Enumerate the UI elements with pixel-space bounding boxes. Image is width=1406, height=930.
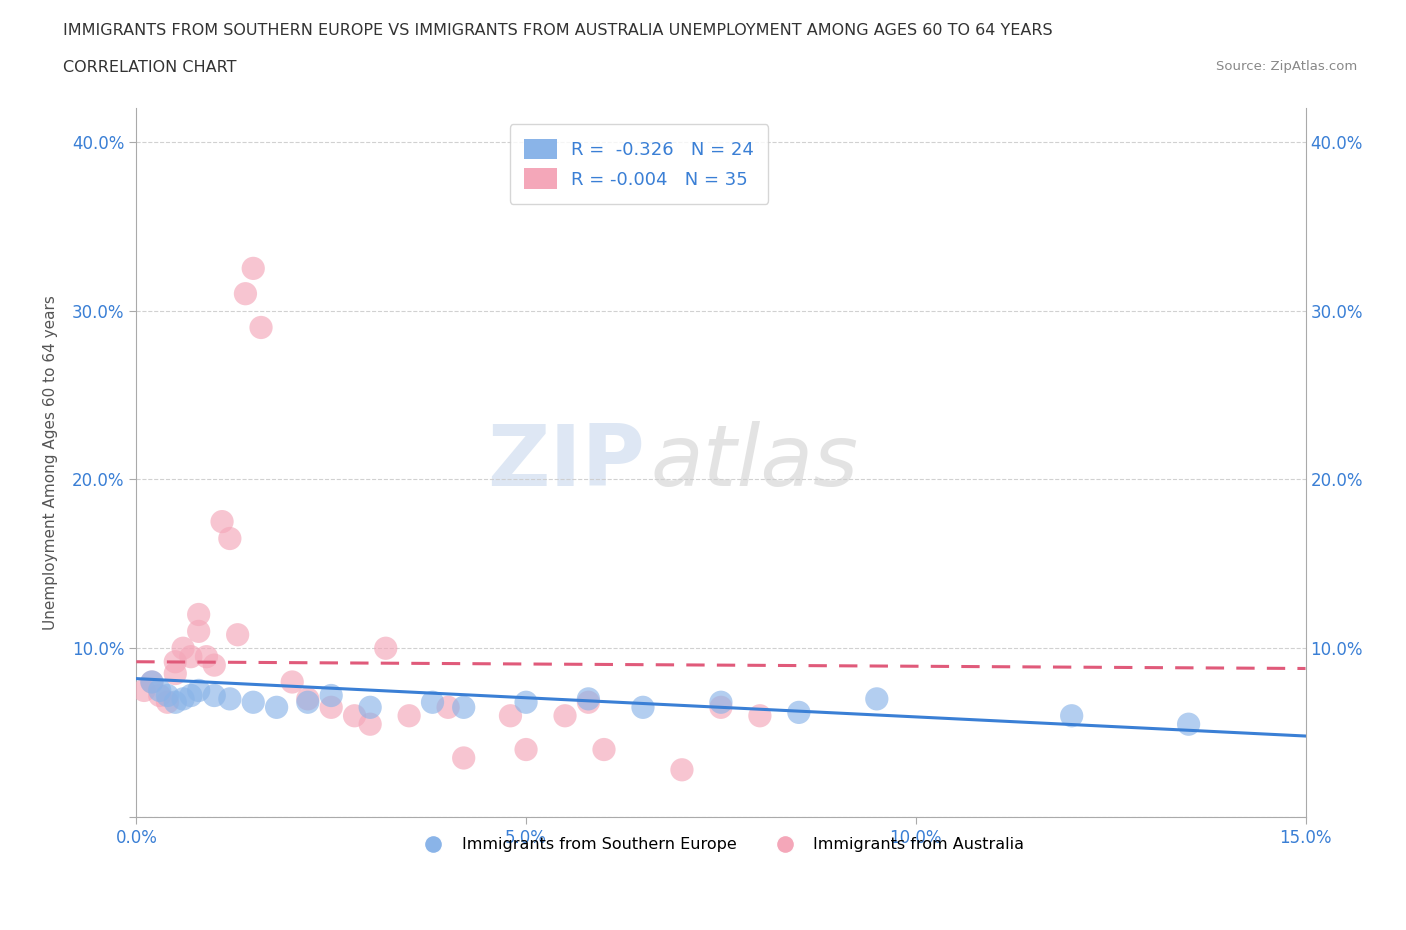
Point: [710, 695, 733, 710]
Point: [554, 709, 576, 724]
Y-axis label: Unemployment Among Ages 60 to 64 years: Unemployment Among Ages 60 to 64 years: [44, 295, 58, 630]
Point: [156, 695, 179, 710]
Point: [321, 700, 343, 715]
Point: [631, 700, 654, 715]
Point: [218, 531, 240, 546]
Point: [141, 674, 163, 689]
Point: [195, 649, 218, 664]
Point: [218, 691, 240, 706]
Point: [422, 695, 444, 710]
Point: [187, 624, 209, 639]
Point: [165, 655, 187, 670]
Point: [187, 683, 209, 698]
Point: [374, 641, 396, 656]
Text: Source: ZipAtlas.com: Source: ZipAtlas.com: [1216, 60, 1357, 73]
Point: [242, 261, 264, 276]
Point: [576, 691, 599, 706]
Text: ZIP: ZIP: [486, 421, 645, 504]
Point: [297, 691, 319, 706]
Point: [211, 514, 233, 529]
Point: [172, 691, 194, 706]
Point: [453, 700, 475, 715]
Point: [671, 763, 693, 777]
Point: [343, 709, 366, 724]
Point: [132, 683, 155, 698]
Point: [149, 688, 172, 703]
Point: [281, 674, 304, 689]
Point: [156, 688, 179, 703]
Point: [226, 628, 249, 643]
Point: [266, 700, 288, 715]
Text: CORRELATION CHART: CORRELATION CHART: [63, 60, 236, 75]
Point: [748, 709, 770, 724]
Point: [593, 742, 616, 757]
Point: [180, 688, 202, 703]
Point: [297, 695, 319, 710]
Point: [710, 700, 733, 715]
Point: [141, 674, 163, 689]
Text: IMMIGRANTS FROM SOUTHERN EUROPE VS IMMIGRANTS FROM AUSTRALIA UNEMPLOYMENT AMONG : IMMIGRANTS FROM SOUTHERN EUROPE VS IMMIG…: [63, 23, 1053, 38]
Point: [1060, 709, 1083, 724]
Text: atlas: atlas: [651, 421, 859, 504]
Point: [515, 742, 537, 757]
Point: [1177, 717, 1199, 732]
Point: [202, 658, 225, 672]
Point: [202, 688, 225, 703]
Point: [172, 641, 194, 656]
Point: [250, 320, 273, 335]
Point: [866, 691, 889, 706]
Legend: Immigrants from Southern Europe, Immigrants from Australia: Immigrants from Southern Europe, Immigra…: [411, 830, 1031, 858]
Point: [359, 700, 381, 715]
Point: [787, 705, 810, 720]
Point: [235, 286, 257, 301]
Point: [359, 717, 381, 732]
Point: [576, 695, 599, 710]
Point: [165, 666, 187, 681]
Point: [149, 683, 172, 698]
Point: [180, 649, 202, 664]
Point: [437, 700, 460, 715]
Point: [165, 695, 187, 710]
Point: [187, 607, 209, 622]
Point: [398, 709, 420, 724]
Point: [499, 709, 522, 724]
Point: [321, 688, 343, 703]
Point: [242, 695, 264, 710]
Point: [453, 751, 475, 765]
Point: [515, 695, 537, 710]
